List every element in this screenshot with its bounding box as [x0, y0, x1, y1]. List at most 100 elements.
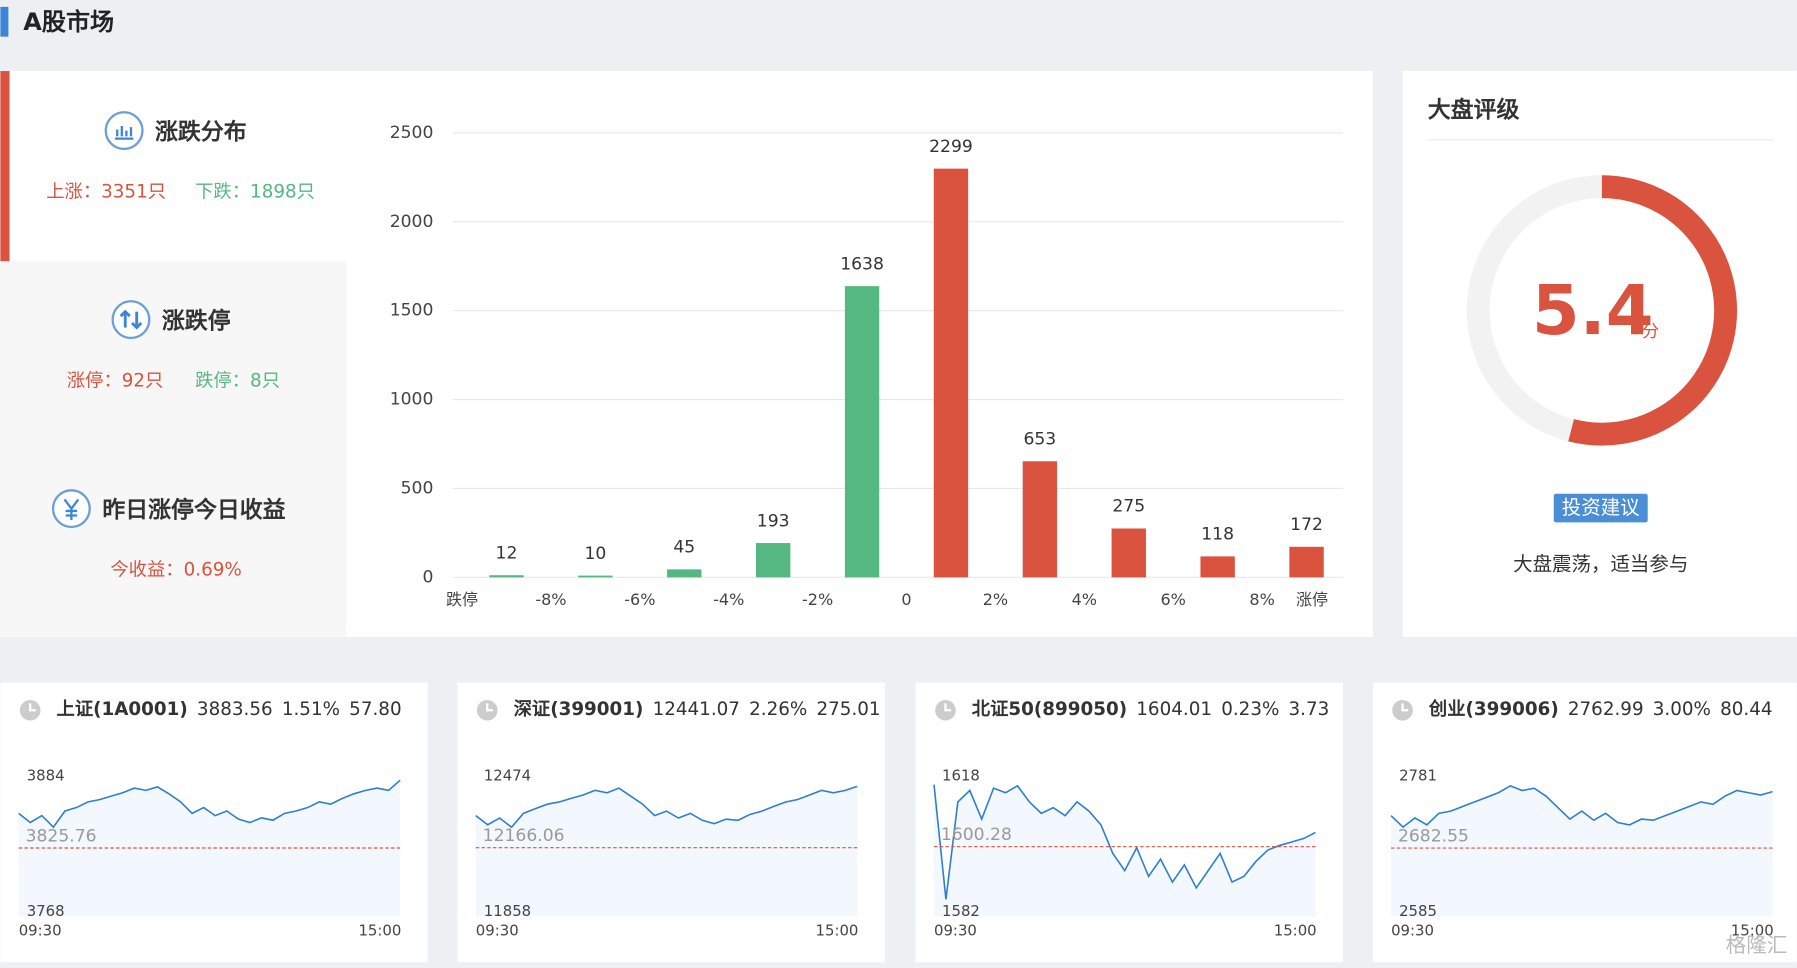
index-header: 上证(1A0001) 3883.56 1.51% 57.80: [57, 699, 402, 720]
x-tick-label: -2%: [802, 590, 833, 609]
price-line: [1390, 784, 1773, 829]
yesterday-return: 今收益：0.69%: [110, 559, 241, 580]
y-tick-label: 2500: [390, 123, 434, 143]
bar-label: 1638: [840, 254, 884, 274]
index-price: 2762.99: [1568, 699, 1644, 720]
limit-down: 跌停：8只: [195, 370, 280, 391]
area-fill: [934, 784, 1316, 917]
x-tick-label: 0: [901, 590, 911, 609]
bar: [844, 286, 880, 578]
section-title: 昨日涨停今日收益: [102, 496, 285, 523]
bar: [578, 575, 613, 578]
time-label: 09:30: [476, 921, 519, 939]
y-tick-label: 500: [401, 478, 434, 498]
index-header: 深证(399001) 12441.07 2.26% 275.01: [514, 698, 881, 720]
down-count: 下跌：1898只: [195, 181, 315, 202]
index-change-pct: 0.23%: [1221, 699, 1279, 720]
up-count: 上涨：3351只: [46, 181, 166, 202]
clock-icon: [944, 703, 952, 712]
y-tick-label: 3884: [27, 767, 65, 785]
bar: [1111, 528, 1146, 578]
bar: [667, 569, 702, 578]
y-tick-label: 2585: [1399, 902, 1437, 920]
index-header: 北证50(899050) 1604.01 0.23% 3.73: [972, 699, 1330, 720]
gauge-arc: [1568, 175, 1738, 446]
index-price: 1604.01: [1136, 699, 1212, 720]
reference-label: 2682.55: [1398, 827, 1469, 847]
index-change-pct: 3.00%: [1653, 699, 1711, 720]
section-title: 涨跌停: [162, 307, 231, 334]
y-tick-label: 0: [422, 567, 433, 587]
y-tick-label: 2000: [390, 212, 434, 232]
index-name: 上证(1A0001): [57, 699, 188, 720]
histogram: 0 500 1000 1500 2000 2500 跌停 -8% -6% -4% -2% 0 2% 4% 6…: [390, 123, 1343, 609]
y-tick-label: 12474: [484, 767, 531, 785]
time-label: 15:00: [1274, 921, 1317, 939]
x-tick-label: -4%: [713, 590, 744, 609]
index-name: 北证50(899050): [972, 699, 1127, 720]
index-change: 57.80: [349, 699, 401, 720]
icon: [63, 498, 80, 521]
clock-icon: [486, 703, 493, 712]
bar-label: 653: [1023, 429, 1056, 449]
index-change: 275.01: [816, 699, 880, 720]
time-label: 15:00: [358, 921, 401, 939]
index-header: 创业(399006) 2762.99 3.00% 80.44: [1428, 698, 1773, 720]
gauge: 5.4分: [1532, 175, 1738, 446]
bar: [1022, 461, 1058, 578]
score-unit: 分: [1642, 322, 1659, 342]
x-tick-label: -6%: [624, 590, 655, 609]
bar: [755, 543, 791, 578]
y-tick-label: 11858: [484, 902, 531, 920]
y-tick-label: 1582: [942, 902, 980, 920]
bar: [1200, 556, 1235, 578]
y-tick-label: 1618: [942, 767, 980, 785]
advice-button[interactable]: [1553, 493, 1648, 523]
x-tick-label: 4%: [1072, 590, 1097, 609]
index-price: 12441.07: [653, 699, 740, 720]
time-label: 09:30: [1391, 921, 1434, 939]
index-name: 深证(399001): [514, 698, 644, 720]
x-tick-label: -8%: [535, 590, 566, 609]
index-change-pct: 2.26%: [749, 699, 807, 720]
bar-label: 118: [1201, 525, 1234, 545]
price-line: [18, 779, 401, 829]
bar-label: 45: [673, 538, 695, 558]
index-name: 创业(399006): [1428, 698, 1559, 720]
watermark: 格隆汇: [1726, 933, 1788, 957]
time-label: 15:00: [1731, 921, 1774, 939]
area-fill: [1391, 785, 1773, 917]
title-accent: [0, 6, 9, 37]
y-tick-label: 1000: [390, 390, 434, 410]
bar-label: 275: [1112, 497, 1145, 517]
clock-icon: [1401, 703, 1409, 712]
side-panel: [0, 261, 347, 637]
index-change: 3.73: [1289, 699, 1330, 720]
active-marker: [0, 71, 10, 262]
x-tick-label: 6%: [1160, 590, 1185, 609]
index-change-pct: 1.51%: [282, 699, 340, 720]
reference-label: 12166.06: [483, 826, 565, 846]
reference-label: 3825.76: [26, 827, 97, 847]
bar: [489, 575, 524, 578]
bar-label: 172: [1290, 515, 1323, 535]
icon: [111, 300, 151, 340]
index-change: 80.44: [1720, 699, 1772, 720]
bar: [1289, 546, 1324, 578]
bar-label: 10: [584, 544, 606, 564]
advice-button-label[interactable]: 投资建议: [1562, 496, 1640, 519]
bar: [933, 168, 969, 578]
page-title: A股市场: [23, 8, 114, 36]
icon: [104, 111, 144, 151]
rating-panel: [1402, 71, 1797, 637]
y-tick-label: 2781: [1399, 767, 1437, 785]
index-price: 3883.56: [197, 699, 273, 720]
price-line: [475, 785, 858, 829]
advice-text: 大盘震荡，适当参与: [1513, 552, 1688, 575]
time-label: 09:30: [19, 921, 62, 939]
area-fill: [475, 786, 858, 917]
section-title: 涨跌分布: [155, 118, 247, 145]
x-tick-label: 2%: [983, 590, 1008, 609]
